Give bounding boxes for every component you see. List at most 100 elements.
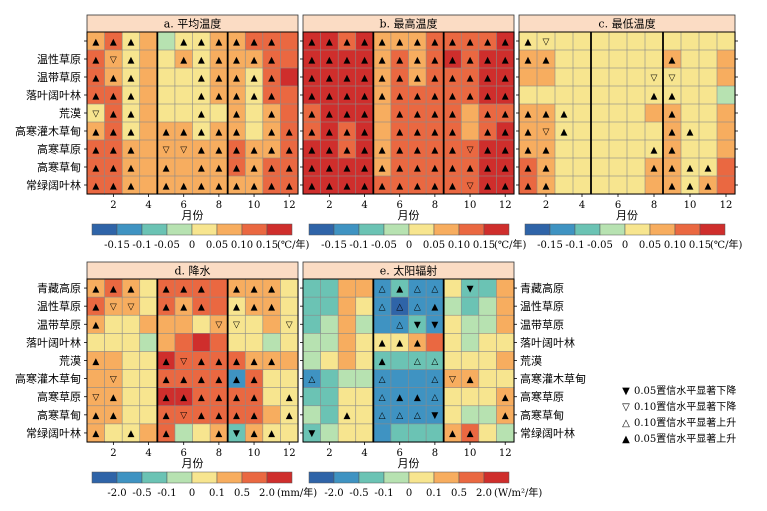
heat-cell bbox=[280, 278, 299, 298]
significance-marker: ▲ bbox=[502, 55, 509, 65]
colorbar-tick-label: 0.05 bbox=[423, 240, 445, 251]
heat-cell bbox=[716, 49, 736, 69]
heat-cell bbox=[302, 296, 322, 316]
heat-cell bbox=[698, 85, 718, 105]
heat-cell bbox=[280, 296, 299, 316]
y-category-label: 落叶阔叶林 bbox=[26, 335, 81, 349]
colorbar-tick-label: 0.5 bbox=[451, 488, 467, 499]
heat-cell bbox=[572, 103, 592, 123]
significance-marker: ▲ bbox=[308, 145, 315, 155]
colorbar-swatch bbox=[574, 223, 601, 236]
heat-cell bbox=[390, 369, 410, 389]
heat-cell bbox=[390, 351, 410, 371]
significance-marker: ▲ bbox=[308, 91, 315, 101]
x-tick-label: 2 bbox=[326, 200, 332, 211]
significance-marker: ▲ bbox=[92, 91, 99, 101]
colorbar-swatch bbox=[216, 223, 243, 236]
significance-marker: ▲ bbox=[251, 55, 258, 65]
heat-cell bbox=[355, 351, 374, 371]
heat-cell bbox=[139, 67, 158, 87]
significance-marker: ▲ bbox=[414, 393, 421, 403]
significance-marker: ▲ bbox=[484, 109, 491, 119]
significance-marker: ▲ bbox=[543, 181, 550, 191]
significance-marker: ▲ bbox=[414, 55, 421, 65]
significance-marker: ▲ bbox=[343, 127, 350, 137]
heat-cell bbox=[355, 296, 374, 316]
colorbar-tick-label: -0.05 bbox=[371, 240, 397, 251]
heat-cell bbox=[320, 387, 339, 407]
significance-marker: ▲ bbox=[268, 55, 275, 65]
significance-marker: △ bbox=[414, 302, 421, 312]
significance-marker: ▲ bbox=[326, 55, 333, 65]
significance-marker: ▲ bbox=[502, 91, 509, 101]
significance-marker: ▲ bbox=[361, 181, 368, 191]
heat-cell bbox=[174, 103, 194, 123]
significance-marker: ▲ bbox=[414, 163, 421, 173]
heat-cell bbox=[590, 49, 610, 69]
heat-cell bbox=[716, 139, 736, 159]
colorbar-tick-label: 0 bbox=[406, 488, 412, 499]
significance-marker: ▲ bbox=[502, 163, 509, 173]
significance-marker: △ bbox=[396, 411, 403, 421]
panel-1: a. 平均温度 ▲ ▲ ▲ ▲ ▲ ▲ ▲ ▲ ▲ ▲ ▽ ▲ ▲ ▲ ▲ ▲ ▲ ▲ ▲ ▲ ▲ ▲ ▲ ▲ ▲ ▲ ▲ ▲ ▲ ▲ ▲ ▲ ▲… bbox=[15, 14, 299, 222]
significance-marker: ▲ bbox=[414, 339, 421, 349]
significance-marker: ▲ bbox=[669, 109, 676, 119]
heat-cell bbox=[174, 157, 194, 177]
significance-marker: ▲ bbox=[215, 429, 222, 439]
significance-marker: ▲ bbox=[431, 73, 438, 83]
heat-cell bbox=[174, 85, 194, 105]
heat-cell bbox=[280, 351, 299, 371]
heat-cell bbox=[209, 296, 229, 316]
colorbar-unit: (℃/年) bbox=[277, 238, 309, 251]
heat-cell bbox=[554, 31, 574, 51]
y-category-label: 高寒灌木草甸 bbox=[15, 124, 81, 138]
heat-cell bbox=[443, 278, 462, 298]
heat-cell bbox=[443, 333, 462, 353]
significance-marker: ▲ bbox=[286, 393, 293, 403]
heat-cell bbox=[460, 405, 480, 425]
significance-marker: △ bbox=[414, 411, 421, 421]
significance-marker: ▲ bbox=[233, 37, 240, 47]
significance-marker: ▲ bbox=[705, 181, 712, 191]
significance-marker: ▲ bbox=[687, 127, 694, 137]
colorbar-tick-label: -0.15 bbox=[537, 240, 563, 251]
significance-marker: ▲ bbox=[233, 357, 240, 367]
significance-marker: ▲ bbox=[414, 37, 421, 47]
significance-marker: ▲ bbox=[343, 109, 350, 119]
significance-marker: ▲ bbox=[233, 375, 240, 385]
significance-marker: ▽ bbox=[163, 145, 170, 155]
x-tick-label: 8 bbox=[216, 200, 222, 211]
significance-marker: ▲ bbox=[215, 181, 222, 191]
colorbar-swatch bbox=[408, 223, 435, 236]
significance-marker: ▲ bbox=[467, 163, 474, 173]
significance-marker: ▲ bbox=[268, 181, 275, 191]
significance-marker: ▲ bbox=[467, 375, 474, 385]
colorbar-tick-label: -0.15 bbox=[321, 240, 347, 251]
colorbar-tick-label: -0.5 bbox=[349, 488, 368, 499]
heat-cell bbox=[355, 314, 374, 334]
significance-marker: ▲ bbox=[669, 163, 676, 173]
significance-marker: ▲ bbox=[251, 411, 258, 421]
x-tick-label: 12 bbox=[720, 200, 733, 211]
significance-marker: ▲ bbox=[525, 37, 532, 47]
heat-cell bbox=[302, 314, 322, 334]
significance-marker: ▲ bbox=[467, 37, 474, 47]
significance-marker: ▽ bbox=[180, 411, 187, 421]
x-tick-label: 6 bbox=[181, 200, 187, 211]
significance-marker: ▲ bbox=[251, 375, 258, 385]
heat-cell bbox=[280, 423, 299, 443]
significance-marker: ▲ bbox=[268, 127, 275, 137]
heat-cell bbox=[355, 387, 374, 407]
significance-marker: ▲ bbox=[502, 73, 509, 83]
significance-marker: ▲ bbox=[198, 127, 205, 137]
significance-marker: ▲ bbox=[396, 393, 403, 403]
heat-cell bbox=[139, 85, 158, 105]
heat-cell bbox=[496, 423, 515, 443]
significance-marker: ▲ bbox=[198, 284, 205, 294]
heat-cell bbox=[209, 278, 229, 298]
colorbar-tick-label: -2.0 bbox=[107, 488, 126, 499]
heat-cell bbox=[320, 423, 339, 443]
right-category-label: 落叶阔叶林 bbox=[520, 335, 575, 349]
significance-marker: ▲ bbox=[215, 55, 222, 65]
significance-marker: ▲ bbox=[110, 284, 117, 294]
